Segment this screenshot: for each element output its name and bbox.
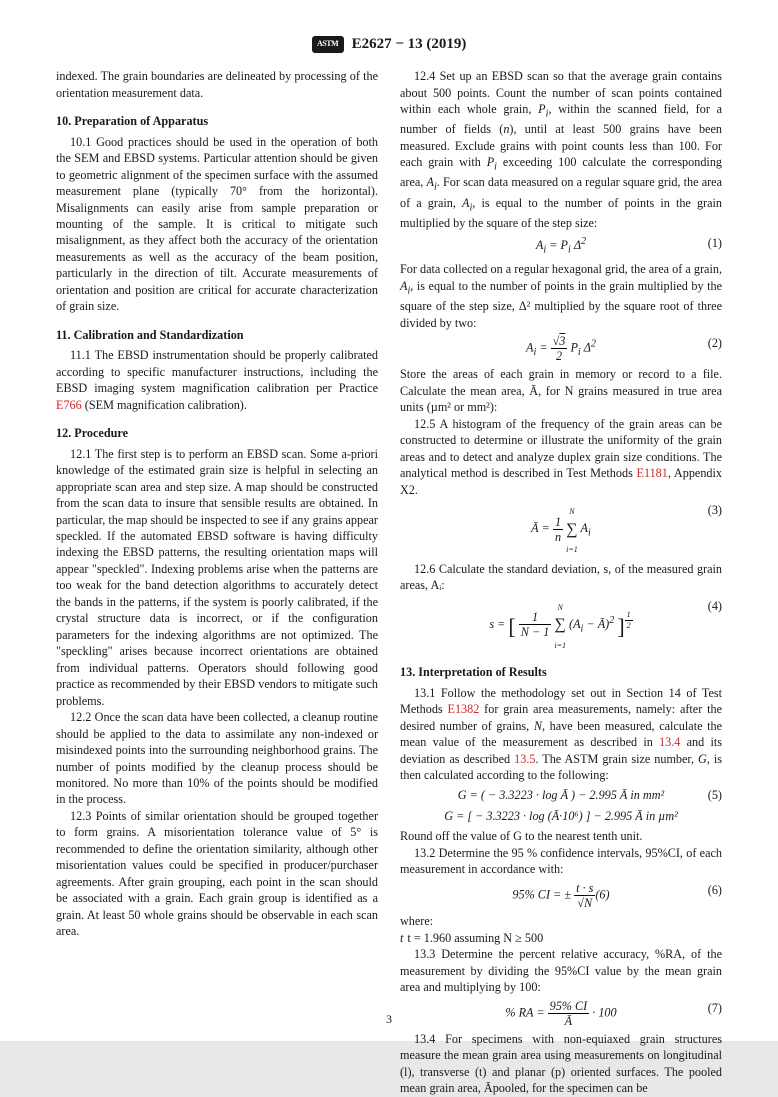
para-12-4-hex: For data collected on a regular hexagona… — [400, 261, 722, 331]
where-t: tt = 1.960 assuming N ≥ 500 — [400, 930, 722, 946]
astm-logo-icon: ASTM — [312, 36, 344, 53]
section-12-title: 12. Procedure — [56, 425, 378, 441]
para-12-2: 12.2 Once the scan data have been collec… — [56, 709, 378, 808]
link-13-5[interactable]: 13.5 — [514, 752, 535, 766]
equation-1: Ai = Pi Δ2 (1) — [400, 235, 722, 257]
section-13-title: 13. Interpretation of Results — [400, 664, 722, 680]
link-e766[interactable]: E766 — [56, 398, 82, 412]
page-number: 3 — [0, 1011, 778, 1027]
intro-continuation: indexed. The grain boundaries are deline… — [56, 68, 378, 101]
link-13-4[interactable]: 13.4 — [659, 735, 680, 749]
equation-5b: G = [ − 3.3223 · log (Ā·10⁶) ] − 2.995 Ā… — [400, 808, 722, 824]
para-13-1-round: Round off the value of G to the nearest … — [400, 828, 722, 844]
para-12-1: 12.1 The first step is to perform an EBS… — [56, 446, 378, 710]
para-12-3: 12.3 Points of similar orientation shoul… — [56, 808, 378, 940]
link-e1181[interactable]: E1181 — [637, 466, 668, 480]
para-13-3: 13.3 Determine the percent relative accu… — [400, 946, 722, 995]
para-13-2: 13.2 Determine the 95 % confidence inter… — [400, 845, 722, 878]
equation-3: Ā = 1n N ∑ i=1 Ai (3) — [400, 502, 722, 557]
para-12-5: 12.5 A histogram of the frequency of the… — [400, 416, 722, 498]
equation-2: Ai = √32 Pi Δ2 (2) — [400, 335, 722, 362]
link-e1382[interactable]: E1382 — [448, 702, 480, 716]
equation-6: 95% CI = ± t · s√N(6) (6) — [400, 882, 722, 909]
para-12-4-store: Store the areas of each grain in memory … — [400, 366, 722, 415]
body-columns: indexed. The grain boundaries are deline… — [56, 68, 722, 1097]
para-13-1: 13.1 Follow the methodology set out in S… — [400, 685, 722, 784]
para-11-1: 11.1 The EBSD instrumentation should be … — [56, 347, 378, 413]
equation-4: s = [ 1N − 1 N ∑ i=1 (Ai − Ā)2 ]12 (4) — [400, 598, 722, 653]
para-12-6: 12.6 Calculate the standard deviation, s… — [400, 561, 722, 594]
equation-5: G = ( − 3.3223 · log Ā ) − 2.995 Ā in mm… — [400, 787, 722, 803]
section-10-title: 10. Preparation of Apparatus — [56, 113, 378, 129]
page-header: ASTM E2627 − 13 (2019) — [56, 34, 722, 54]
para-10-1: 10.1 Good practices should be used in th… — [56, 134, 378, 315]
where-label: where: — [400, 913, 722, 929]
section-11-title: 11. Calibration and Standardization — [56, 327, 378, 343]
para-12-4a: 12.4 Set up an EBSD scan so that the ave… — [400, 68, 722, 231]
standard-number: E2627 − 13 (2019) — [352, 34, 467, 54]
